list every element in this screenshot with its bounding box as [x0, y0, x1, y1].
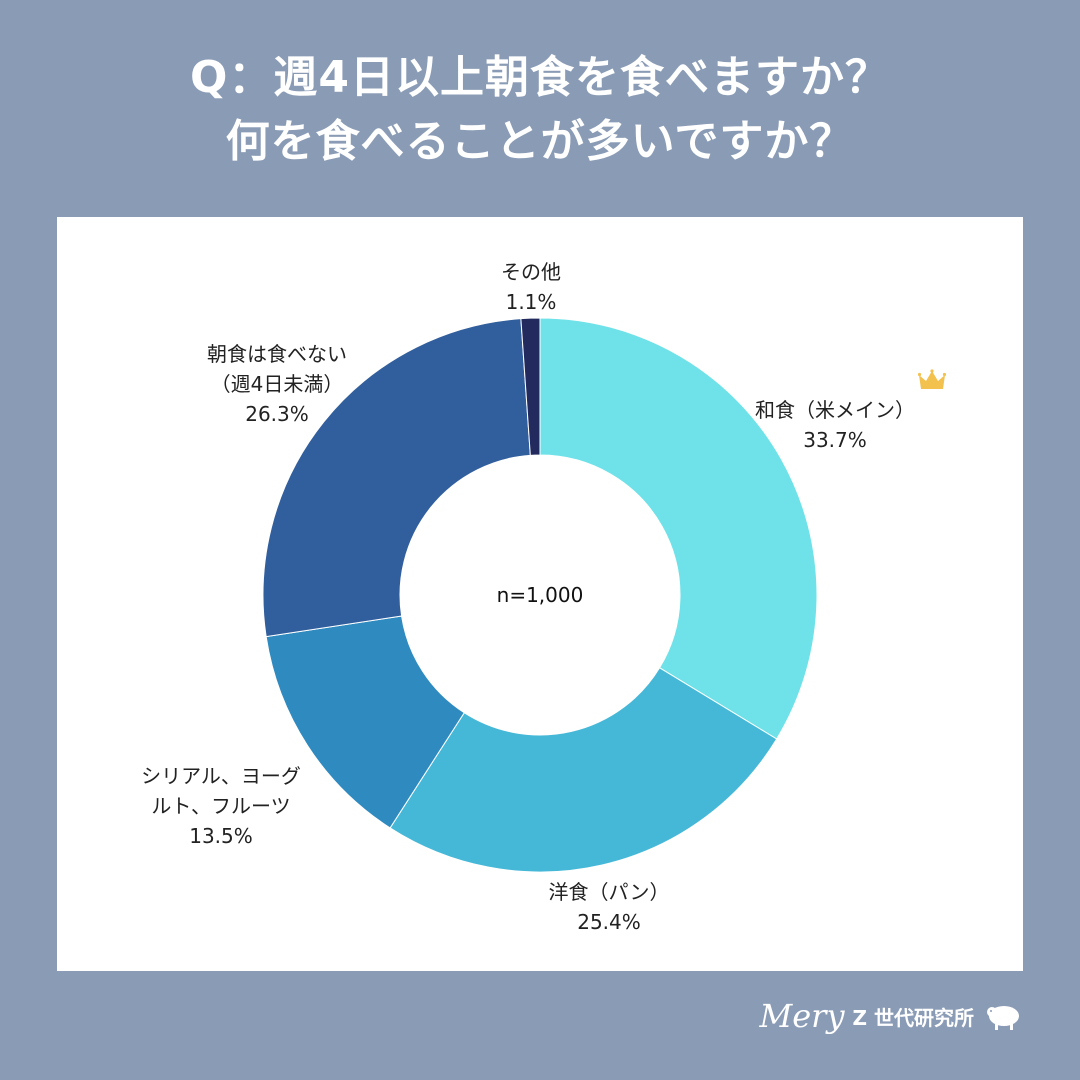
- chart-title: Q：週4日以上朝食を食べますか？ 何を食べることが多いですか？: [0, 46, 1080, 174]
- donut-slice-4: [520, 317, 541, 456]
- slice-label-other-value: 1.1%: [505, 290, 557, 314]
- title-line-2: 何を食べることが多いですか？: [225, 116, 855, 167]
- slice-label-cereal: シリアル、ヨーグ ルト、フルーツ 13.5%: [111, 761, 331, 851]
- slice-label-yoshoku-value: 25.4%: [577, 910, 641, 934]
- donut-chart: [262, 317, 818, 873]
- donut-slice-3: [262, 318, 531, 638]
- brand-logo: Mery: [759, 997, 845, 1035]
- slice-label-no-breakfast-value: 26.3%: [245, 402, 309, 426]
- slice-label-no-breakfast-line-1: 朝食は食べない: [207, 342, 347, 366]
- donut-slice-1: [389, 667, 778, 873]
- slice-label-cereal-line-2: ルト、フルーツ: [151, 794, 291, 818]
- slice-label-washoku: 和食（米メイン） 33.7%: [685, 395, 985, 455]
- sheep-icon: [987, 1006, 1019, 1030]
- slice-label-no-breakfast-line-2: （週4日未満）: [210, 372, 344, 396]
- center-label: n=1,000: [496, 583, 584, 607]
- chart-card: n=1,000 和食（米メイン） 33.7% 洋食（パン） 25.4% シリアル…: [57, 217, 1023, 971]
- brand: Mery Z 世代研究所: [759, 996, 1024, 1036]
- slice-label-other-name: その他: [501, 260, 561, 284]
- slice-label-cereal-value: 13.5%: [189, 824, 253, 848]
- slice-label-yoshoku: 洋食（パン） 25.4%: [509, 877, 709, 937]
- donut-slice-0: [539, 317, 818, 740]
- title-line-1: Q：週4日以上朝食を食べますか？: [189, 52, 891, 103]
- slice-label-washoku-name: 和食（米メイン）: [755, 398, 915, 422]
- slice-label-cereal-line-1: シリアル、ヨーグ: [141, 764, 301, 788]
- slice-label-yoshoku-name: 洋食（パン）: [548, 880, 670, 904]
- slice-label-other: その他 1.1%: [471, 257, 591, 317]
- slice-label-no-breakfast: 朝食は食べない （週4日未満） 26.3%: [177, 339, 377, 429]
- crown-icon: [918, 369, 946, 389]
- brand-text: Z 世代研究所: [852, 1005, 974, 1030]
- slice-label-washoku-value: 33.7%: [803, 428, 867, 452]
